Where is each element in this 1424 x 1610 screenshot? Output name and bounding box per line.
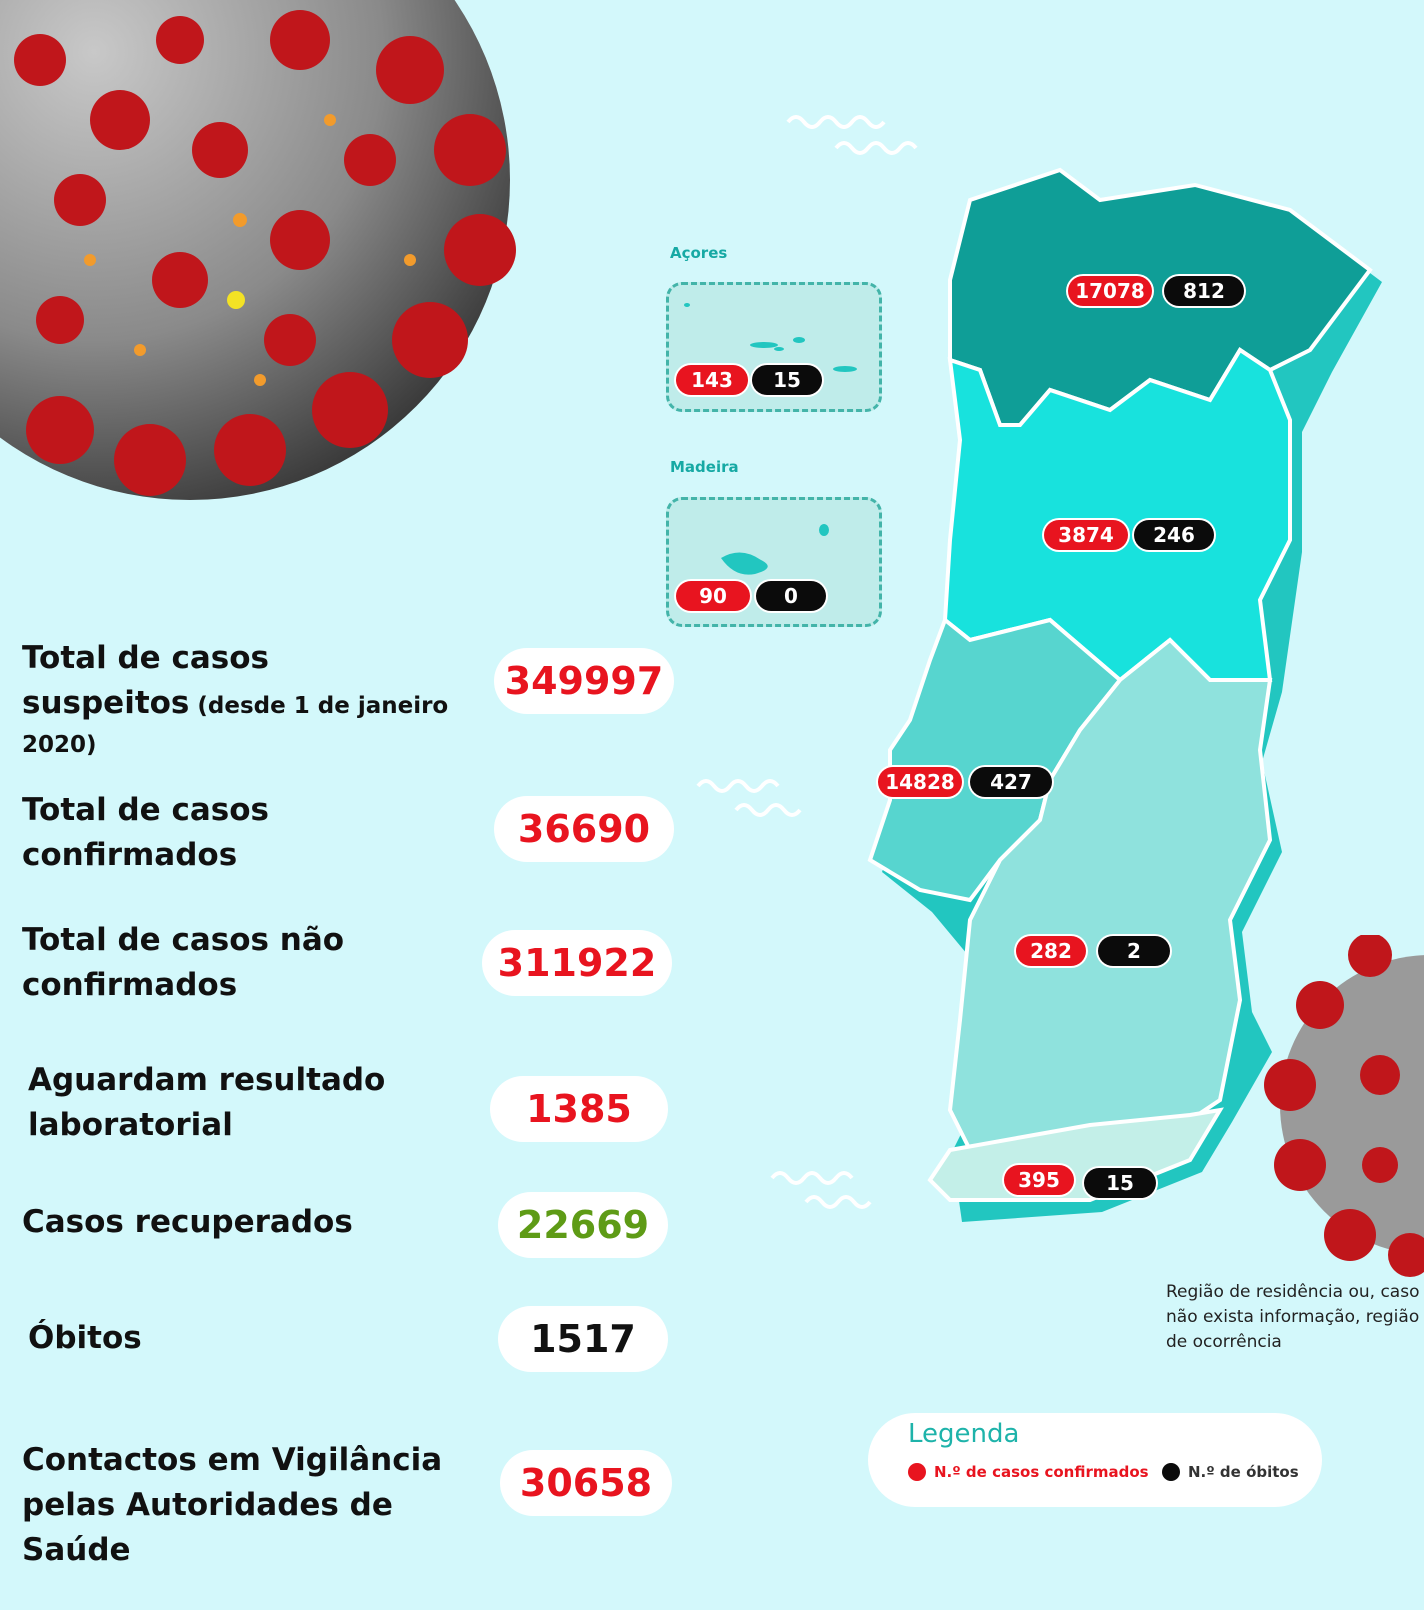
centro-deaths-badge: 246 xyxy=(1134,520,1214,550)
algarve-deaths-badge: 15 xyxy=(1084,1168,1156,1198)
legend-cases: N.º de casos confirmados xyxy=(908,1463,1149,1481)
madeira-cases-badge: 90 xyxy=(676,581,750,611)
region-algarve xyxy=(927,1107,1224,1202)
portugal-map xyxy=(867,167,1382,1222)
stat-label-nao-confirmados: Total de casos não confirmados xyxy=(22,922,345,1003)
acores-cases-badge: 143 xyxy=(676,365,748,395)
stat-value-recuperados: 22669 xyxy=(498,1192,668,1258)
legend-title: Legenda xyxy=(908,1419,1020,1449)
acores-deaths-badge: 15 xyxy=(752,365,822,395)
stat-value-obitos: 1517 xyxy=(498,1306,668,1372)
alentejo-cases-badge: 282 xyxy=(1016,936,1086,966)
madeira-island-shape xyxy=(721,524,829,575)
madeira-title: Madeira xyxy=(670,458,739,476)
lisboa-deaths-badge: 427 xyxy=(970,767,1052,797)
virus-illustration-small xyxy=(1264,935,1424,1277)
legend: Legenda N.º de casos confirmados N.º de … xyxy=(868,1413,1322,1507)
wave-decoration xyxy=(786,115,918,155)
acores-title: Açores xyxy=(670,244,728,262)
stat-label-aguardam: Aguardam resultado laboratorial xyxy=(28,1062,386,1143)
alentejo-deaths-badge: 2 xyxy=(1098,936,1170,966)
lisboa-cases-badge: 14828 xyxy=(878,767,962,797)
red-dot-icon xyxy=(908,1463,926,1481)
black-dot-icon xyxy=(1162,1463,1180,1481)
stat-label-confirmados: Total de casos confirmados xyxy=(22,792,269,873)
norte-deaths-badge: 812 xyxy=(1164,276,1244,306)
stat-label-suspeitos: Total de casos suspeitos (desde 1 de jan… xyxy=(22,640,449,758)
stat-label-recuperados: Casos recuperados xyxy=(22,1204,353,1240)
region-note: Região de residência ou, caso não exista… xyxy=(1166,1282,1420,1352)
stat-label-contactos: Contactos em Vigilância pelas Autoridade… xyxy=(22,1442,443,1568)
algarve-cases-badge: 395 xyxy=(1004,1165,1074,1195)
centro-cases-badge: 3874 xyxy=(1044,520,1128,550)
acores-islands-shape xyxy=(684,303,857,372)
stat-value-confirmados: 36690 xyxy=(494,796,674,862)
madeira-deaths-badge: 0 xyxy=(756,581,826,611)
stat-value-suspeitos: 349997 xyxy=(494,648,674,714)
wave-decoration xyxy=(770,1171,872,1209)
virus-illustration xyxy=(0,0,516,500)
stat-value-aguardam: 1385 xyxy=(490,1076,668,1142)
wave-decoration xyxy=(696,779,802,817)
norte-cases-badge: 17078 xyxy=(1068,276,1152,306)
stat-label-obitos: Óbitos xyxy=(28,1320,142,1356)
stat-value-nao-confirmados: 311922 xyxy=(482,930,672,996)
legend-deaths: N.º de óbitos xyxy=(1162,1463,1299,1481)
stat-value-contactos: 30658 xyxy=(500,1450,672,1516)
